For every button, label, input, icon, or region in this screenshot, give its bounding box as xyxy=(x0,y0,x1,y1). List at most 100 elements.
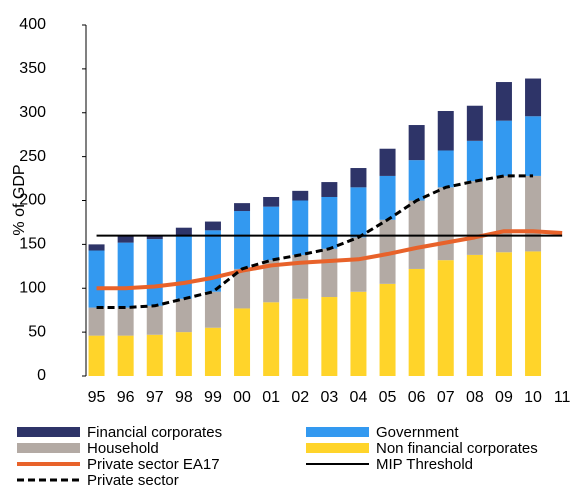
bar-segment xyxy=(146,334,163,376)
legend-swatch xyxy=(17,443,80,453)
bar-segment xyxy=(350,291,367,376)
bar-segment xyxy=(146,235,163,240)
legend-label: Government xyxy=(376,424,459,441)
x-tick-label: 99 xyxy=(204,389,222,406)
legend-label: Non financial corporates xyxy=(376,440,538,457)
bar-segment xyxy=(321,248,338,298)
bar-segment xyxy=(117,242,134,308)
y-tick-label: 50 xyxy=(28,323,46,340)
x-tick-label: 98 xyxy=(175,389,193,406)
legend-swatch xyxy=(306,443,369,453)
bar-segment xyxy=(117,335,134,376)
bar-segment xyxy=(175,227,192,236)
bar-segment xyxy=(379,283,396,376)
x-tick-label: 02 xyxy=(291,389,309,406)
bar-segment xyxy=(379,175,396,220)
y-tick-label: 250 xyxy=(19,148,46,165)
x-tick-label: 05 xyxy=(379,389,397,406)
bar-segment xyxy=(350,168,367,188)
x-tick-label: 06 xyxy=(408,389,426,406)
x-tick-label: 08 xyxy=(466,389,484,406)
bar-segment xyxy=(263,206,280,261)
y-tick-label: 400 xyxy=(19,16,46,33)
x-tick-label: 96 xyxy=(117,389,135,406)
bar-segment xyxy=(350,237,367,292)
bar-segment xyxy=(234,268,251,309)
legend-label: Private sector EA17 xyxy=(87,456,220,473)
x-tick-label: 07 xyxy=(437,389,455,406)
bar-segment xyxy=(495,120,512,176)
legend-label: MIP Threshold xyxy=(376,456,473,473)
bar-segment xyxy=(234,308,251,376)
bar-segment xyxy=(292,190,309,201)
bar-segment xyxy=(175,298,192,333)
line xyxy=(96,174,534,310)
bar-segment xyxy=(175,332,192,376)
bar-segment xyxy=(466,181,483,255)
x-tick-label: 10 xyxy=(524,389,542,406)
bar-segment xyxy=(88,335,105,376)
bar-segment xyxy=(204,221,221,231)
bar-segment xyxy=(234,211,251,269)
bar-segment xyxy=(437,260,454,376)
bar-segment xyxy=(525,175,542,252)
bar-segment xyxy=(495,175,512,253)
bar-segment xyxy=(263,260,280,303)
x-tick-label: 11 xyxy=(554,389,571,406)
bar-segment xyxy=(525,116,542,176)
bar-segment xyxy=(437,187,454,261)
legend-swatch xyxy=(306,427,369,437)
bar-segment xyxy=(88,307,105,336)
bar-segment xyxy=(204,291,221,328)
legend-label: Household xyxy=(87,440,159,457)
x-tick-label: 04 xyxy=(350,389,368,406)
bar-segment xyxy=(204,327,221,376)
legend-label: Financial corporates xyxy=(87,424,222,441)
bar-segment xyxy=(204,230,221,292)
bar-segment xyxy=(292,200,309,255)
bar-segment xyxy=(525,251,542,376)
bar-segment xyxy=(495,252,512,376)
bar-segment xyxy=(525,78,542,117)
bar-segment xyxy=(146,239,163,306)
x-tick-label: 95 xyxy=(88,389,106,406)
x-tick-label: 01 xyxy=(262,389,280,406)
y-axis-title: % of GDP xyxy=(11,164,28,235)
bar-segment xyxy=(88,244,105,251)
y-tick-label: 150 xyxy=(19,236,46,253)
bar-segment xyxy=(263,196,280,207)
y-tick-label: 200 xyxy=(19,192,46,209)
y-tick-label: 0 xyxy=(37,367,46,384)
bar-segment xyxy=(321,196,338,249)
bar-segment xyxy=(466,140,483,182)
legend-label: Private sector xyxy=(87,472,179,489)
bar-segment xyxy=(379,148,396,176)
bar-segment xyxy=(495,82,512,121)
bar-segment xyxy=(437,150,454,188)
bar-segment xyxy=(466,105,483,141)
bar-segment xyxy=(292,298,309,376)
bar-segment xyxy=(321,297,338,376)
bar-segment xyxy=(408,125,425,161)
x-tick-label: 09 xyxy=(495,389,513,406)
bar-segment xyxy=(263,302,280,376)
bar-segment xyxy=(117,236,134,243)
x-tick-label: 97 xyxy=(146,389,164,406)
bar-segment xyxy=(175,235,192,299)
bar-segment xyxy=(408,160,425,201)
legend-swatch xyxy=(17,427,80,437)
bar-segment xyxy=(146,305,163,335)
bar-segment xyxy=(321,182,338,197)
y-tick-label: 100 xyxy=(19,279,46,296)
bar-segment xyxy=(234,203,251,212)
x-tick-label: 00 xyxy=(233,389,251,406)
bar-segment xyxy=(88,250,105,308)
y-tick-label: 350 xyxy=(19,60,46,77)
y-tick-label: 300 xyxy=(19,104,46,121)
x-tick-label: 03 xyxy=(320,389,338,406)
bar-segment xyxy=(350,187,367,238)
bar-segment xyxy=(437,110,454,151)
bar-segment xyxy=(117,307,134,336)
